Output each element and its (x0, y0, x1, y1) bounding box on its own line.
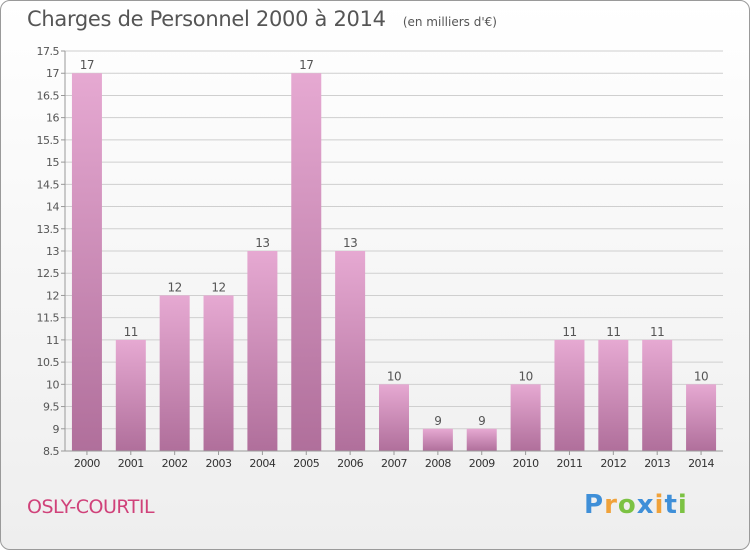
bar-2004[interactable] (247, 251, 278, 451)
value-label: 12 (168, 280, 182, 294)
y-tick-label: 16.5 (37, 89, 60, 102)
x-tick-label: 2001 (118, 457, 144, 470)
bar-2006[interactable] (335, 251, 366, 451)
value-label: 17 (299, 58, 313, 72)
proxiti-logo[interactable]: Proxiti (584, 490, 688, 520)
value-label: 13 (255, 236, 269, 250)
bar-2011[interactable] (554, 339, 585, 451)
bar-2010[interactable] (510, 384, 541, 451)
y-tick-label: 13 (46, 245, 59, 258)
y-tick-label: 9 (53, 423, 60, 436)
bar-2007[interactable] (379, 384, 409, 451)
x-tick-label: 2006 (337, 457, 363, 470)
y-tick-label: 9.5 (43, 401, 59, 414)
x-tick-label: 2004 (249, 457, 275, 470)
bar-2005[interactable] (291, 73, 322, 451)
x-tick-label: 2009 (469, 457, 495, 470)
x-tick-label: 2000 (74, 457, 100, 470)
chart-title: Charges de Personnel 2000 à 2014 (27, 7, 386, 31)
value-label: 11 (562, 325, 576, 339)
title-block: Charges de Personnel 2000 à 2014 (en mil… (27, 7, 497, 31)
bar-2002[interactable] (159, 295, 190, 451)
y-tick-label: 17 (46, 67, 59, 80)
x-tick-label: 2003 (206, 457, 232, 470)
value-label: 9 (434, 414, 441, 428)
y-tick-label: 15.5 (37, 134, 60, 147)
x-tick-label: 2010 (513, 457, 539, 470)
x-tick-label: 2012 (600, 457, 626, 470)
y-tick-label: 15 (46, 156, 59, 169)
x-tick-label: 2013 (644, 457, 670, 470)
logo-letter: r (604, 490, 618, 520)
logo-letter: i (677, 490, 688, 520)
y-tick-label: 13.5 (37, 223, 60, 236)
y-tick-label: 14.5 (37, 178, 60, 191)
value-label: 17 (80, 58, 94, 72)
x-tick-label: 2005 (293, 457, 319, 470)
value-label: 11 (650, 325, 664, 339)
logo-letter: x (636, 490, 655, 520)
y-tick-label: 12.5 (37, 267, 60, 280)
y-tick-label: 10 (46, 378, 59, 391)
y-tick-label: 11.5 (37, 312, 60, 325)
y-tick-label: 8.5 (43, 445, 59, 458)
logo-letter: o (617, 490, 637, 520)
bar-2013[interactable] (642, 339, 673, 451)
x-axis-ticks: 2000 2001 2002 2003 2004 2005 2006 2007 2008 2009… (74, 451, 715, 470)
x-tick-label: 2008 (425, 457, 451, 470)
value-label: 10 (518, 369, 532, 383)
bar-2014[interactable] (686, 384, 717, 451)
x-tick-label: 2014 (688, 457, 714, 470)
value-label: 10 (694, 369, 708, 383)
y-tick-label: 16 (46, 112, 59, 125)
y-tick-label: 10.5 (37, 356, 60, 369)
value-label: 13 (343, 236, 357, 250)
value-label: 11 (124, 325, 138, 339)
bar-2008[interactable] (422, 428, 453, 451)
logo-letter: P (584, 490, 605, 520)
x-tick-label: 2007 (381, 457, 407, 470)
value-labels: 17 11 12 12 13 17 13 10 9 9 10 11 11 11 10 (80, 58, 709, 428)
bar-2000[interactable] (71, 73, 102, 451)
logo-letter: i (654, 490, 665, 520)
y-tick-label: 11 (46, 334, 59, 347)
value-label: 12 (211, 280, 225, 294)
bar-2001[interactable] (115, 339, 146, 451)
value-label: 9 (478, 414, 485, 428)
x-tick-label: 2002 (162, 457, 188, 470)
x-tick-label: 2011 (556, 457, 582, 470)
bar-2012[interactable] (598, 339, 629, 451)
y-tick-label: 17.5 (37, 45, 60, 58)
y-tick-label: 14 (46, 201, 59, 214)
bar-2003[interactable] (203, 295, 234, 451)
y-tick-label: 12 (46, 289, 59, 302)
commune-name: OSLY-COURTIL (27, 496, 155, 518)
bars (71, 73, 717, 451)
value-label: 10 (387, 369, 401, 383)
logo-letter: t (664, 490, 678, 520)
bar-2009[interactable] (466, 428, 497, 451)
value-label: 11 (606, 325, 620, 339)
unit-label: (en milliers d'€) (402, 15, 497, 29)
